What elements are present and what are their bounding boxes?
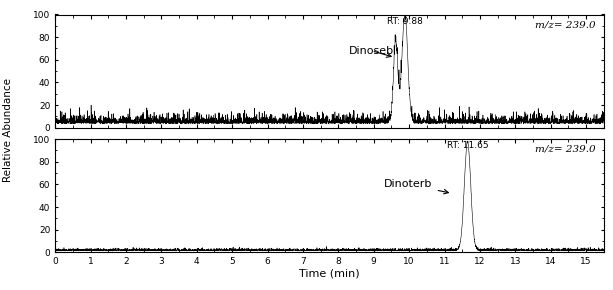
Text: RT: 9.88: RT: 9.88 (387, 17, 423, 26)
Text: m/z= 239.0: m/z= 239.0 (535, 145, 596, 154)
Text: Relative Abundance: Relative Abundance (3, 79, 13, 182)
X-axis label: Time (min): Time (min) (299, 269, 360, 279)
Text: RT: 11.65: RT: 11.65 (447, 141, 489, 150)
Text: m/z= 239.0: m/z= 239.0 (535, 20, 596, 29)
Text: Dinoterb: Dinoterb (384, 179, 448, 194)
Text: Dinoseb: Dinoseb (349, 46, 394, 57)
